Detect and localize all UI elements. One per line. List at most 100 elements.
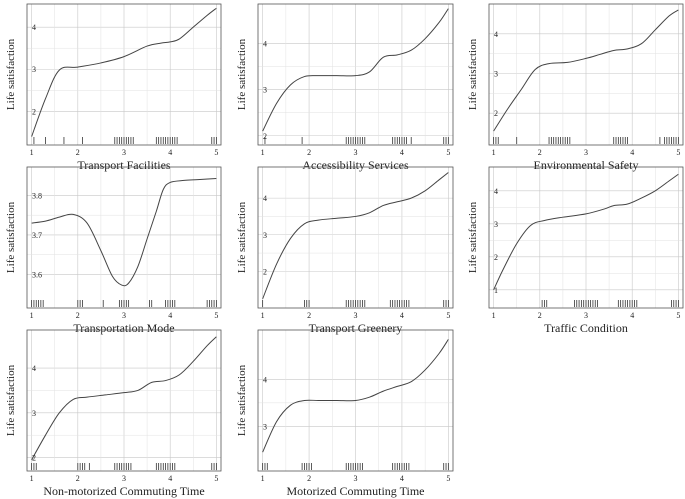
x-tick-label: 2 xyxy=(307,474,311,483)
y-axis-title: Life satisfaction xyxy=(236,201,248,273)
y-tick-label: 3 xyxy=(263,231,267,240)
x-tick-label: 4 xyxy=(168,148,172,157)
x-tick-label: 2 xyxy=(307,148,311,157)
x-tick-label: 4 xyxy=(630,148,634,157)
x-tick-label: 1 xyxy=(30,148,34,157)
x-tick-label: 2 xyxy=(307,311,311,320)
x-tick-label: 1 xyxy=(30,311,34,320)
y-tick-label: 4 xyxy=(263,39,267,48)
x-tick-label: 4 xyxy=(630,311,634,320)
y-tick-label: 4 xyxy=(32,364,36,373)
y-tick-label: 2 xyxy=(32,107,36,116)
y-axis-title: Life satisfaction xyxy=(5,201,17,273)
y-tick-label: 3.7 xyxy=(32,231,42,240)
x-tick-label: 4 xyxy=(400,311,404,320)
x-tick-label: 2 xyxy=(76,311,80,320)
x-tick-label: 5 xyxy=(214,311,218,320)
series-line xyxy=(262,8,449,132)
x-axis-title: Traffic Condition xyxy=(544,321,628,335)
y-tick-label: 1 xyxy=(494,286,498,295)
y-tick-label: 3.8 xyxy=(32,191,42,200)
x-tick-label: 1 xyxy=(261,148,265,157)
x-tick-label: 5 xyxy=(446,311,450,320)
y-tick-label: 3 xyxy=(32,409,36,418)
x-tick-label: 4 xyxy=(400,148,404,157)
y-tick-label: 3 xyxy=(494,220,498,229)
plot-frame xyxy=(26,3,222,146)
x-axis-title: Transportation Mode xyxy=(73,321,174,335)
y-tick-label: 2 xyxy=(494,253,498,262)
x-axis-title: Motorized Commuting Time xyxy=(286,484,424,498)
plot-frame xyxy=(257,166,454,309)
y-tick-label: 3 xyxy=(263,86,267,95)
x-tick-label: 3 xyxy=(354,148,358,157)
y-tick-label: 4 xyxy=(494,187,498,196)
y-tick-label: 2 xyxy=(263,267,267,276)
y-tick-label: 2 xyxy=(494,109,498,118)
y-tick-label: 4 xyxy=(494,30,498,39)
y-tick-label: 3.6 xyxy=(32,270,42,279)
x-axis-title: Accessibility Services xyxy=(302,158,409,172)
x-tick-label: 3 xyxy=(354,311,358,320)
series-line xyxy=(31,336,217,461)
x-tick-label: 3 xyxy=(354,474,358,483)
x-tick-label: 2 xyxy=(76,148,80,157)
x-axis-title: Transport Greenery xyxy=(309,321,403,335)
plot-frame xyxy=(26,329,222,472)
x-tick-label: 5 xyxy=(446,474,450,483)
series-line xyxy=(31,177,217,287)
y-tick-label: 2 xyxy=(263,132,267,141)
x-tick-label: 2 xyxy=(538,311,542,320)
series-line xyxy=(493,173,679,291)
x-tick-label: 5 xyxy=(676,311,680,320)
panel-4: 1 2 3 4 5 3.6 3.7 3.8 Transportation Mode Life sa… xyxy=(5,166,222,335)
x-tick-label: 1 xyxy=(30,474,34,483)
x-tick-label: 4 xyxy=(168,311,172,320)
x-tick-label: 5 xyxy=(214,148,218,157)
x-tick-label: 1 xyxy=(261,311,265,320)
y-axis-title: Life satisfaction xyxy=(467,201,479,273)
x-tick-label: 5 xyxy=(676,148,680,157)
y-axis-title: Life satisfaction xyxy=(467,38,479,110)
x-tick-label: 5 xyxy=(446,148,450,157)
x-tick-label: 3 xyxy=(122,474,126,483)
plot-frame xyxy=(257,3,454,146)
x-tick-label: 4 xyxy=(168,474,172,483)
y-axis-title: Life satisfaction xyxy=(5,364,17,436)
x-tick-label: 3 xyxy=(584,311,588,320)
y-tick-label: 4 xyxy=(32,23,36,32)
y-tick-label: 2 xyxy=(32,454,36,463)
y-tick-label: 4 xyxy=(263,194,267,203)
series-line xyxy=(31,7,217,137)
x-tick-label: 3 xyxy=(584,148,588,157)
plot-frame xyxy=(488,166,684,309)
y-tick-label: 3 xyxy=(263,422,267,431)
series-line xyxy=(262,172,449,300)
x-tick-label: 1 xyxy=(492,311,496,320)
plot-frame xyxy=(488,3,684,146)
y-axis-title: Life satisfaction xyxy=(236,364,248,436)
x-axis-title: Environmental Safety xyxy=(534,158,639,172)
x-tick-label: 1 xyxy=(492,148,496,157)
y-tick-label: 3 xyxy=(494,70,498,79)
y-tick-label: 3 xyxy=(32,65,36,74)
x-tick-label: 1 xyxy=(261,474,265,483)
plot-frame xyxy=(257,329,454,472)
y-axis-title: Life satisfaction xyxy=(5,38,17,110)
x-axis-title: Non-motorized Commuting Time xyxy=(43,484,204,498)
x-tick-label: 3 xyxy=(122,311,126,320)
series-line xyxy=(262,339,449,453)
y-tick-label: 4 xyxy=(263,375,267,384)
x-tick-label: 2 xyxy=(76,474,80,483)
x-tick-label: 3 xyxy=(122,148,126,157)
series-line xyxy=(493,9,679,132)
x-tick-label: 2 xyxy=(538,148,542,157)
